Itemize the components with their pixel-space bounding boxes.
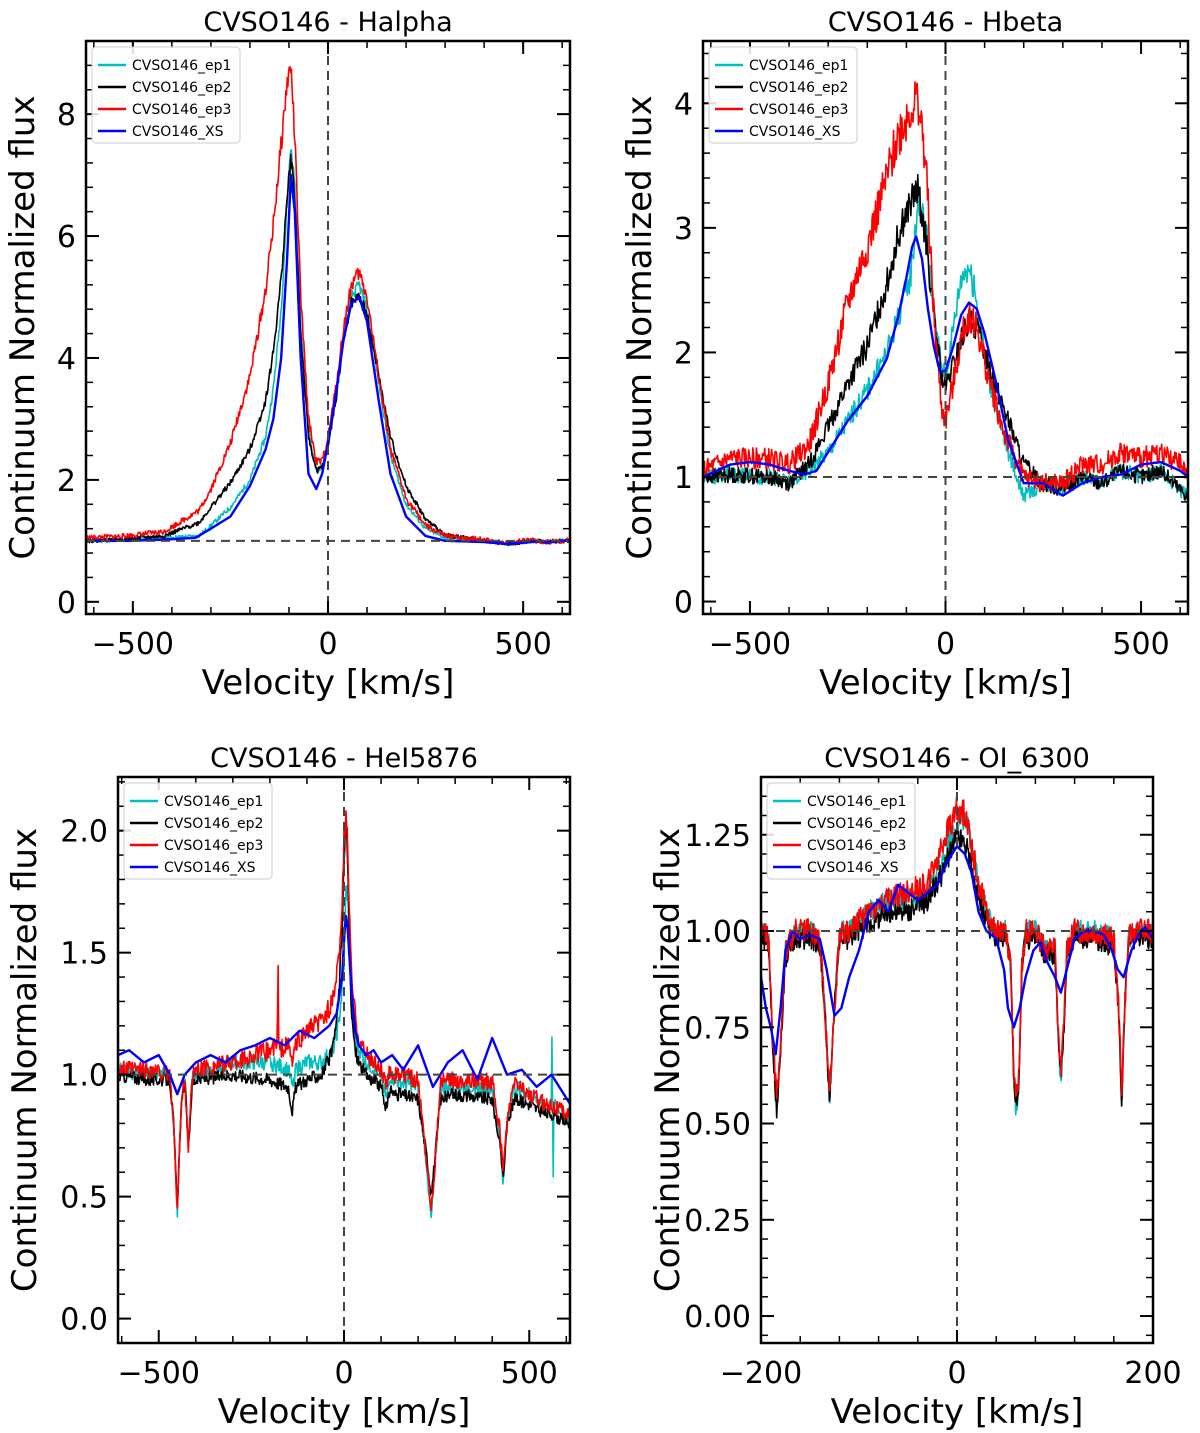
hbeta-ytick-label: 3 (674, 212, 693, 247)
halpha-xtick-label: 0 (318, 627, 337, 662)
hei5876-ytick-label: 0.5 (60, 1181, 108, 1216)
oi6300-ticks: −200 0 200 0.00 0.25 0.50 0.75 1.00 1.25 (684, 777, 1182, 1391)
oi6300-xtick-label: 200 (1124, 1356, 1181, 1391)
hbeta-xlabel: Velocity [km/s] (819, 663, 1072, 703)
halpha-legend: CVSO146_ep1 CVSO146_ep2 CVSO146_ep3 CVSO146… (91, 46, 241, 144)
hei5876-ytick-label: 1.5 (60, 937, 108, 972)
hei5876-title: CVSO146 - HeI5876 (210, 743, 478, 774)
hei5876-ytick-label: 0.0 (60, 1303, 108, 1338)
halpha-ytick-label: 0 (57, 586, 76, 621)
hbeta-legend: CVSO146_ep1 CVSO146_ep2 CVSO146_ep3 CVSO146… (708, 46, 858, 144)
hei5876-xtick-label: −500 (118, 1356, 200, 1391)
oi6300-legend-entry: CVSO146_ep3 (807, 838, 906, 854)
hei5876-series-cvso146-xs (118, 914, 570, 1105)
hbeta-ytick-label: 4 (674, 87, 693, 122)
hbeta-legend-entry: CVSO146_ep1 (749, 58, 848, 74)
halpha-xtick-label: 500 (495, 627, 552, 662)
hei5876-xtick-label: 500 (501, 1356, 558, 1391)
oi6300-ytick-label: 1.25 (684, 819, 751, 854)
hbeta-xtick-label: 500 (1112, 627, 1169, 662)
hbeta-title: CVSO146 - Hbeta (828, 7, 1063, 38)
panel-hbeta: −500 0 500 0 1 2 3 4 CVSO146 - Hbeta Velocity [km… (620, 7, 1190, 703)
oi6300-xtick-label: −200 (720, 1356, 802, 1391)
hbeta-series-cvso146-xs (703, 235, 1188, 497)
hei5876-ticks: −500 0 500 0.0 0.5 1.0 1.5 2.0 (60, 777, 570, 1391)
hei5876-legend-entry: CVSO146_ep2 (164, 816, 263, 832)
halpha-legend-entry: CVSO146_ep2 (132, 80, 231, 96)
halpha-title: CVSO146 - Halpha (203, 7, 452, 38)
halpha-ytick-label: 8 (57, 98, 76, 133)
hbeta-ytick-label: 2 (674, 336, 693, 371)
halpha-ytick-label: 6 (57, 220, 76, 255)
hei5876-ytick-label: 2.0 (60, 815, 108, 850)
hbeta-ylabel: Continuum Normalized flux (620, 95, 660, 559)
hbeta-legend-entry: CVSO146_XS (749, 124, 841, 140)
halpha-legend-entry: CVSO146_ep1 (132, 58, 231, 74)
halpha-ylabel: Continuum Normalized flux (3, 95, 43, 559)
halpha-ticks: −500 0 500 0 2 4 6 8 (57, 41, 570, 662)
oi6300-legend-entry: CVSO146_ep1 (807, 794, 906, 810)
hbeta-ticks: −500 0 500 0 1 2 3 4 (674, 41, 1188, 662)
oi6300-legend: CVSO146_ep1 CVSO146_ep2 CVSO146_ep3 CVSO146… (766, 782, 916, 880)
halpha-series-cvso146-xs (86, 173, 570, 546)
halpha-legend-entry: CVSO146_ep3 (132, 102, 231, 118)
halpha-xtick-label: −500 (92, 627, 174, 662)
oi6300-ytick-label: 0.75 (684, 1011, 751, 1046)
halpha-ytick-label: 4 (57, 342, 76, 377)
oi6300-legend-entry: CVSO146_XS (807, 860, 899, 876)
halpha-ytick-label: 2 (57, 464, 76, 499)
oi6300-title: CVSO146 - OI_6300 (824, 743, 1090, 774)
oi6300-series-cvso146-xs (761, 845, 1153, 1056)
oi6300-ytick-label: 1.00 (684, 915, 751, 950)
oi6300-series-cvso146-ep3 (761, 796, 1153, 1100)
oi6300-ylabel: Continuum Normalized flux (648, 828, 688, 1292)
hbeta-legend-entry: CVSO146_ep3 (749, 102, 848, 118)
panel-oi6300: −200 0 200 0.00 0.25 0.50 0.75 1.00 1.25 CVSO146 … (648, 743, 1182, 1432)
hbeta-ytick-label: 0 (674, 586, 693, 621)
hei5876-legend-entry: CVSO146_ep3 (164, 838, 263, 854)
oi6300-ytick-label: 0.25 (684, 1204, 751, 1239)
hbeta-legend-entry: CVSO146_ep2 (749, 80, 848, 96)
hei5876-legend: CVSO146_ep1 CVSO146_ep2 CVSO146_ep3 CVSO146… (123, 782, 273, 880)
oi6300-ytick-label: 0.00 (684, 1300, 751, 1335)
hbeta-xtick-label: −500 (709, 627, 791, 662)
hbeta-ytick-label: 1 (674, 461, 693, 496)
oi6300-legend-entry: CVSO146_ep2 (807, 816, 906, 832)
hei5876-ytick-label: 1.0 (60, 1059, 108, 1094)
hei5876-legend-entry: CVSO146_XS (164, 860, 256, 876)
panel-halpha: −500 0 500 0 2 4 6 8 CVSO146 - Halpha Velocity [k… (3, 7, 572, 703)
oi6300-xtick-label: 0 (947, 1356, 966, 1391)
hei5876-xlabel: Velocity [km/s] (218, 1392, 471, 1432)
hei5876-xtick-label: 0 (334, 1356, 353, 1391)
hei5876-legend-entry: CVSO146_ep1 (164, 794, 263, 810)
halpha-xlabel: Velocity [km/s] (202, 663, 455, 703)
oi6300-xlabel: Velocity [km/s] (831, 1392, 1084, 1432)
hbeta-xtick-label: 0 (936, 627, 955, 662)
halpha-legend-entry: CVSO146_XS (132, 124, 224, 140)
oi6300-ytick-label: 0.50 (684, 1108, 751, 1143)
panel-hei5876: −500 0 500 0.0 0.5 1.0 1.5 2.0 CVSO146 - HeI5876… (5, 743, 572, 1432)
hei5876-ylabel: Continuum Normalized flux (5, 828, 45, 1292)
